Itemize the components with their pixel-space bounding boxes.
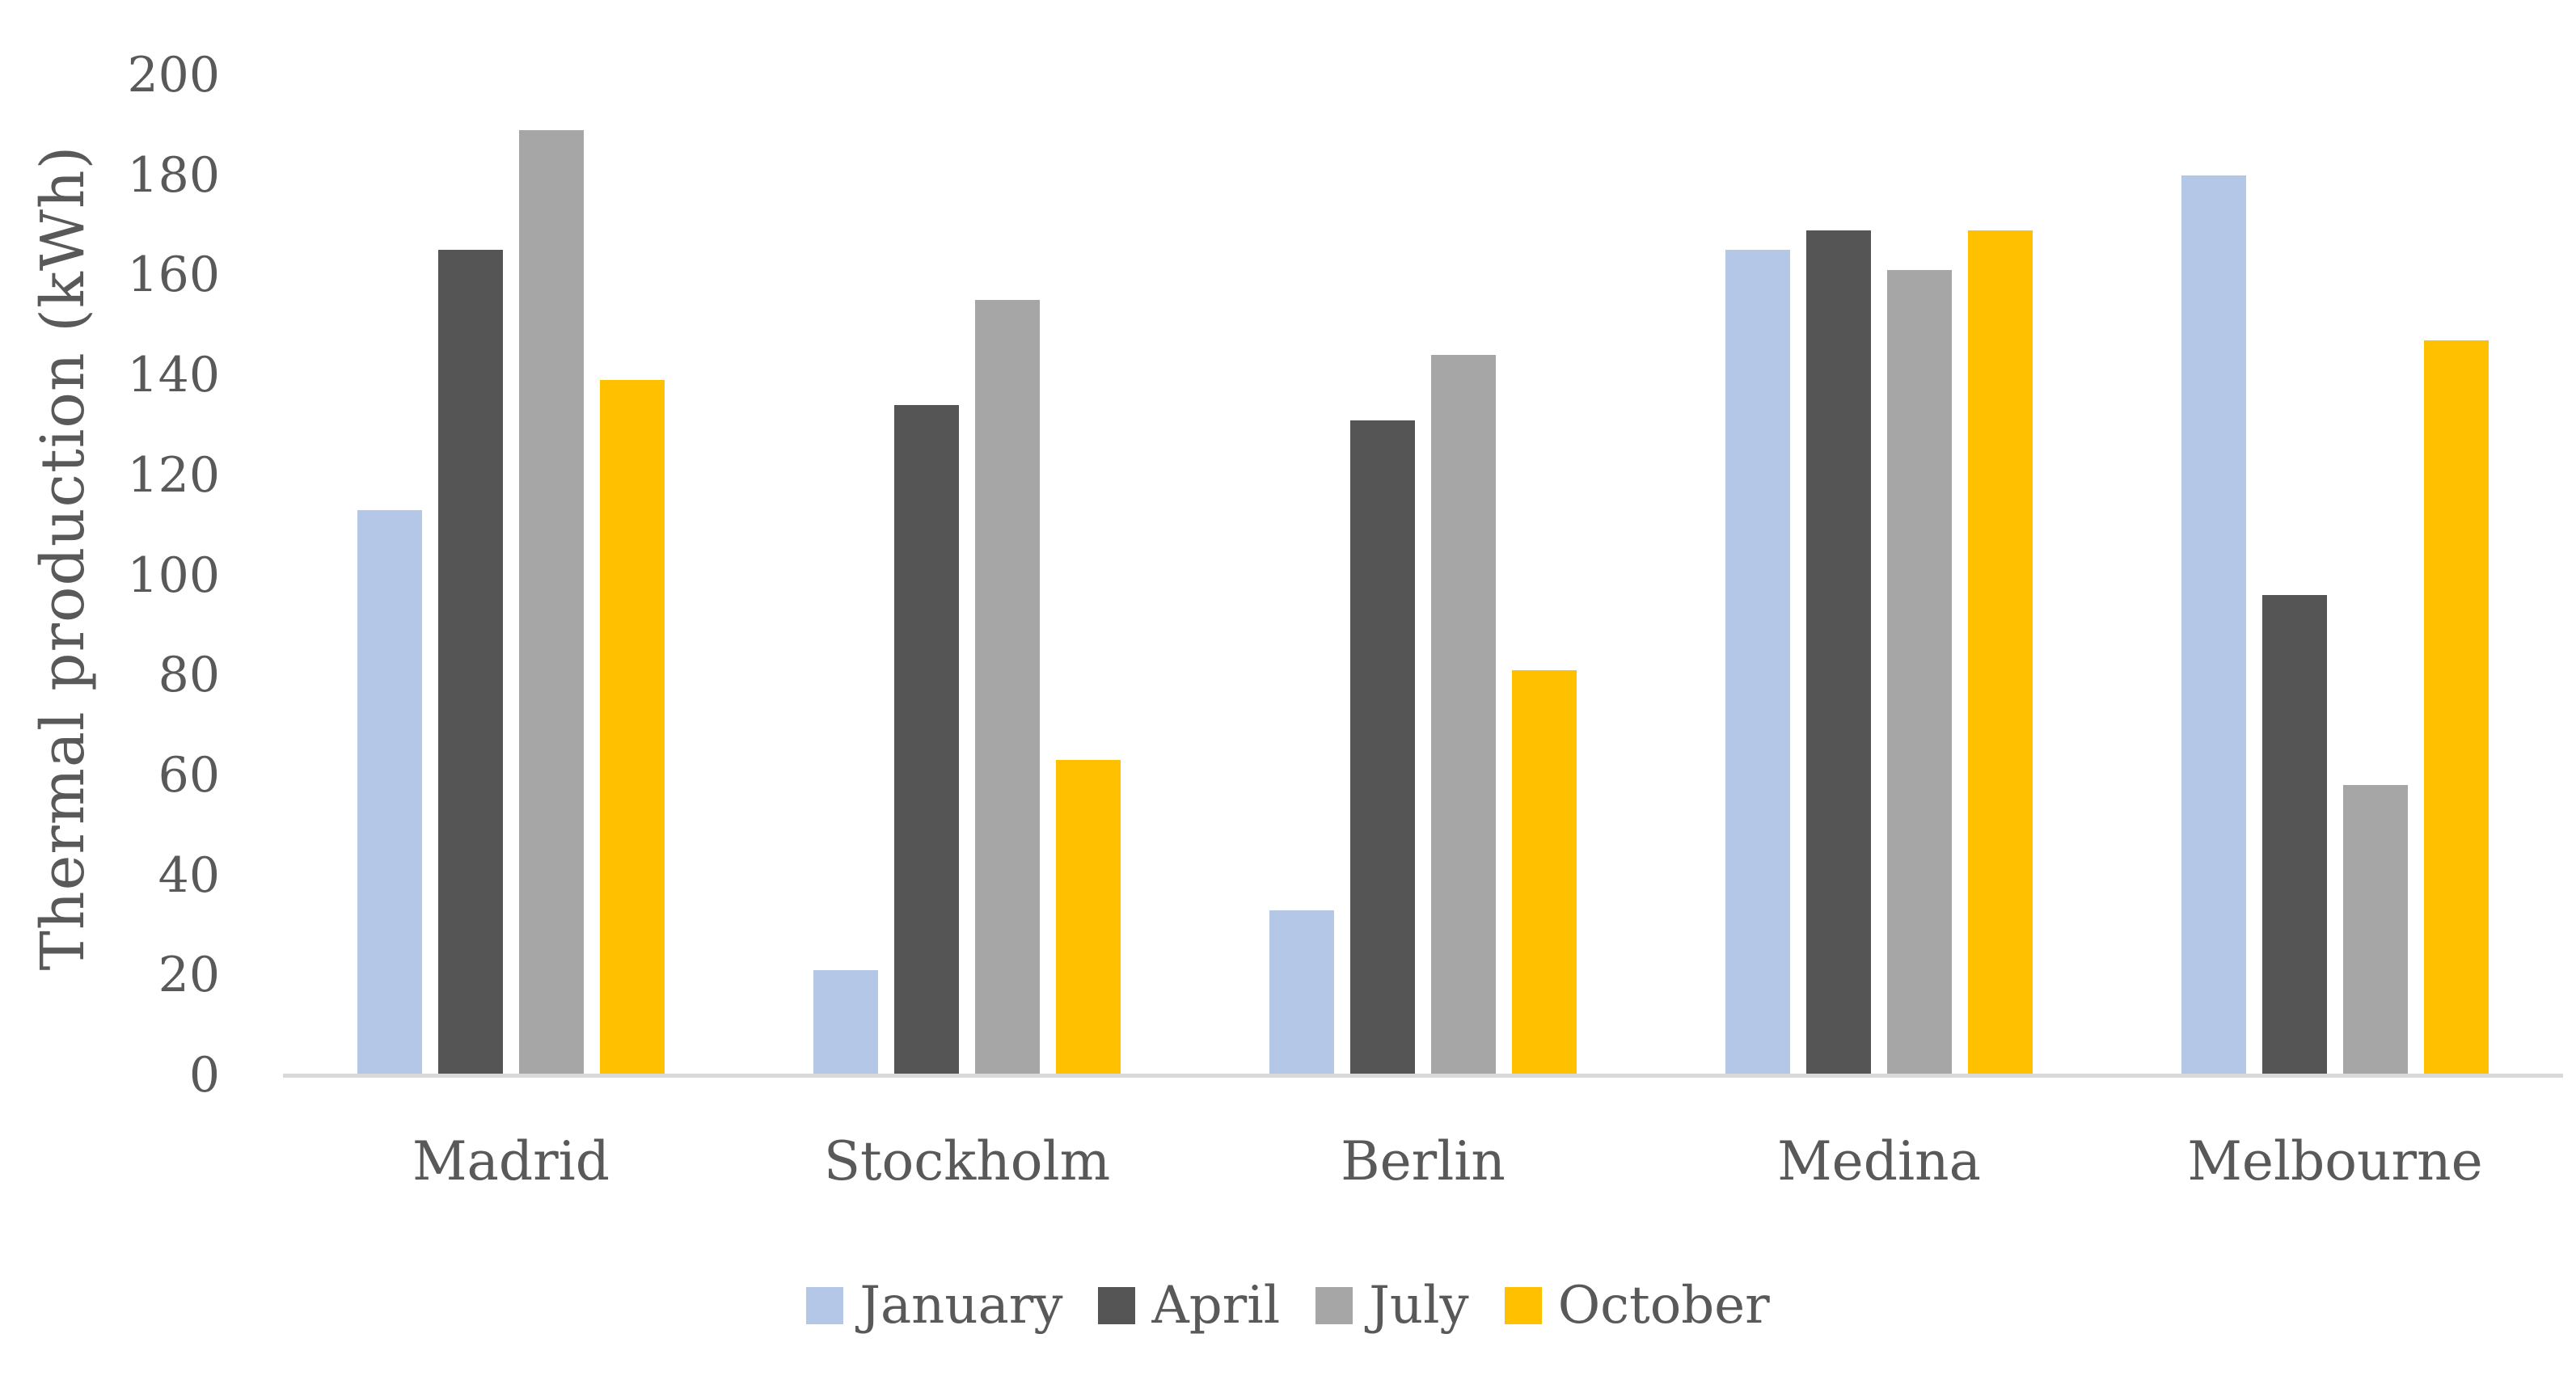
y-axis-tick-labels: 200 180 160 140 120 100 80 60 40 20 0 [0, 47, 220, 1104]
y-tick-label-180: 180 [127, 146, 220, 204]
x-axis-label-melbourne: Melbourne [2187, 1130, 2483, 1192]
bar-january-melbourne [2181, 175, 2246, 1075]
legend-swatch-april [1098, 1287, 1136, 1324]
legend-label-april: April [1151, 1276, 1281, 1336]
bar-july-medina [1887, 270, 1952, 1075]
y-tick-label-200: 200 [127, 47, 220, 103]
legend-swatch-october [1504, 1287, 1542, 1324]
legend-item-january: January [806, 1276, 1062, 1336]
bar-group-madrid [283, 75, 739, 1075]
bar-april-melbourne [2262, 595, 2327, 1075]
y-tick-label-160: 160 [127, 247, 220, 304]
bar-october-melbourne [2424, 340, 2489, 1075]
x-axis-label-madrid: Madrid [412, 1130, 610, 1192]
bar-october-berlin [1512, 670, 1577, 1075]
x-axis-label-stockholm: Stockholm [823, 1130, 1111, 1192]
bar-january-berlin [1269, 910, 1334, 1075]
y-tick-label-0: 0 [188, 1047, 220, 1104]
bar-group-stockholm [739, 75, 1195, 1075]
bar-january-medina [1725, 250, 1790, 1075]
bar-april-madrid [438, 250, 503, 1075]
x-axis-line [283, 1074, 2563, 1078]
y-tick-label-60: 60 [158, 746, 220, 804]
bar-january-madrid [357, 510, 422, 1075]
legend-label-july: July [1369, 1276, 1469, 1336]
bar-group-melbourne [2107, 75, 2563, 1075]
y-tick-label-80: 80 [158, 647, 220, 704]
bar-october-madrid [600, 380, 665, 1075]
legend-label-january: January [859, 1276, 1063, 1336]
bar-october-medina [1968, 230, 2033, 1075]
y-tick-label-40: 40 [158, 846, 220, 904]
x-axis-label-berlin: Berlin [1341, 1130, 1505, 1192]
bar-july-madrid [519, 130, 584, 1075]
legend-swatch-january [806, 1287, 844, 1324]
y-tick-label-140: 140 [127, 347, 220, 404]
legend-item-october: October [1504, 1276, 1770, 1336]
y-tick-label-100: 100 [127, 547, 220, 604]
legend-swatch-july [1315, 1287, 1353, 1324]
bar-january-stockholm [813, 970, 878, 1075]
x-axis-label-medina: Medina [1777, 1130, 1981, 1192]
legend: January April July October [0, 1276, 2576, 1336]
bar-april-stockholm [894, 405, 959, 1075]
legend-label-october: October [1557, 1276, 1770, 1336]
bar-group-medina [1651, 75, 2107, 1075]
bar-april-berlin [1350, 420, 1415, 1075]
legend-item-july: July [1315, 1276, 1469, 1336]
bar-july-berlin [1431, 355, 1496, 1075]
y-tick-label-20: 20 [158, 947, 220, 1004]
bar-groups [283, 75, 2563, 1075]
bar-july-stockholm [975, 300, 1040, 1075]
x-axis-category-labels: Madrid Stockholm Berlin Medina Melbourne [283, 1130, 2563, 1192]
bar-april-medina [1806, 230, 1871, 1075]
bar-july-melbourne [2343, 785, 2408, 1075]
bar-october-stockholm [1056, 760, 1121, 1075]
plot-area [283, 75, 2563, 1078]
bar-group-berlin [1195, 75, 1651, 1075]
legend-item-april: April [1098, 1276, 1280, 1336]
y-tick-label-120: 120 [127, 446, 220, 504]
